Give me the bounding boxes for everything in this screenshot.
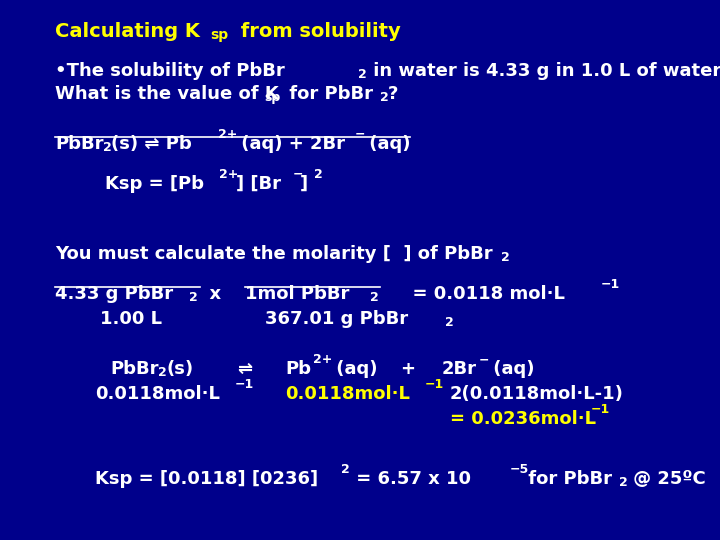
- Text: 2(0.0118mol·L-1): 2(0.0118mol·L-1): [450, 385, 624, 403]
- Text: +: +: [400, 360, 415, 378]
- Text: −1: −1: [601, 278, 620, 291]
- Text: −1: −1: [235, 378, 254, 391]
- Text: 2: 2: [103, 141, 112, 154]
- Text: −: −: [355, 128, 366, 141]
- Text: 2+: 2+: [218, 128, 238, 141]
- Text: Pb: Pb: [285, 360, 311, 378]
- Text: −1: −1: [591, 403, 611, 416]
- Text: = 0.0236mol·L: = 0.0236mol·L: [450, 410, 596, 428]
- Text: from solubility: from solubility: [234, 22, 401, 41]
- Text: 4.33 g PbBr: 4.33 g PbBr: [55, 285, 173, 303]
- Text: (aq): (aq): [330, 360, 377, 378]
- Text: −: −: [293, 168, 304, 181]
- Text: (s) ⇌ Pb: (s) ⇌ Pb: [111, 135, 192, 153]
- Text: (aq) + 2Br: (aq) + 2Br: [235, 135, 345, 153]
- Text: (aq): (aq): [363, 135, 410, 153]
- Text: ⇌: ⇌: [237, 360, 252, 378]
- Text: 2Br: 2Br: [442, 360, 477, 378]
- Text: ?: ?: [388, 85, 398, 103]
- Text: 2+: 2+: [313, 353, 333, 366]
- Text: for PbBr: for PbBr: [283, 85, 373, 103]
- Text: 2: 2: [189, 291, 198, 304]
- Text: 1mol PbBr: 1mol PbBr: [245, 285, 349, 303]
- Text: 2: 2: [158, 366, 167, 379]
- Text: −1: −1: [425, 378, 444, 391]
- Text: 0.0118mol·L: 0.0118mol·L: [95, 385, 220, 403]
- Text: Calculating K: Calculating K: [55, 22, 200, 41]
- Text: 2+: 2+: [219, 168, 238, 181]
- Text: −: −: [479, 353, 490, 366]
- Text: (s): (s): [166, 360, 193, 378]
- Text: 2: 2: [341, 463, 350, 476]
- Text: 2: 2: [445, 316, 454, 329]
- Text: @ 25ºC: @ 25ºC: [627, 470, 706, 488]
- Text: What is the value of K: What is the value of K: [55, 85, 279, 103]
- Text: sp: sp: [264, 91, 280, 104]
- Text: 2: 2: [314, 168, 323, 181]
- Text: Ksp = [0.0118] [0236]: Ksp = [0.0118] [0236]: [95, 470, 318, 488]
- Text: 2: 2: [380, 91, 389, 104]
- Text: −5: −5: [510, 463, 529, 476]
- Text: x: x: [197, 285, 221, 303]
- Text: 2: 2: [358, 68, 366, 81]
- Text: 0.0118mol·L: 0.0118mol·L: [285, 385, 410, 403]
- Text: Ksp = [Pb: Ksp = [Pb: [105, 175, 204, 193]
- Text: = 6.57 x 10: = 6.57 x 10: [350, 470, 471, 488]
- Text: 2: 2: [619, 476, 628, 489]
- Text: PbBr: PbBr: [110, 360, 158, 378]
- Text: PbBr: PbBr: [55, 135, 104, 153]
- Text: 2: 2: [370, 291, 379, 304]
- Text: for PbBr: for PbBr: [522, 470, 612, 488]
- Text: 1.00 L: 1.00 L: [100, 310, 162, 328]
- Text: ]: ]: [300, 175, 308, 193]
- Text: (aq): (aq): [487, 360, 534, 378]
- Text: •The solubility of PbBr: •The solubility of PbBr: [55, 62, 284, 80]
- Text: in water is 4.33 g in 1.0 L of water at 25°C.: in water is 4.33 g in 1.0 L of water at …: [367, 62, 720, 80]
- Text: 2: 2: [501, 251, 510, 264]
- Text: sp: sp: [210, 28, 228, 42]
- Text: = 0.0118 mol·L: = 0.0118 mol·L: [400, 285, 565, 303]
- Text: ] [Br: ] [Br: [236, 175, 281, 193]
- Text: 367.01 g PbBr: 367.01 g PbBr: [265, 310, 408, 328]
- Text: You must calculate the molarity [  ] of PbBr: You must calculate the molarity [ ] of P…: [55, 245, 492, 263]
